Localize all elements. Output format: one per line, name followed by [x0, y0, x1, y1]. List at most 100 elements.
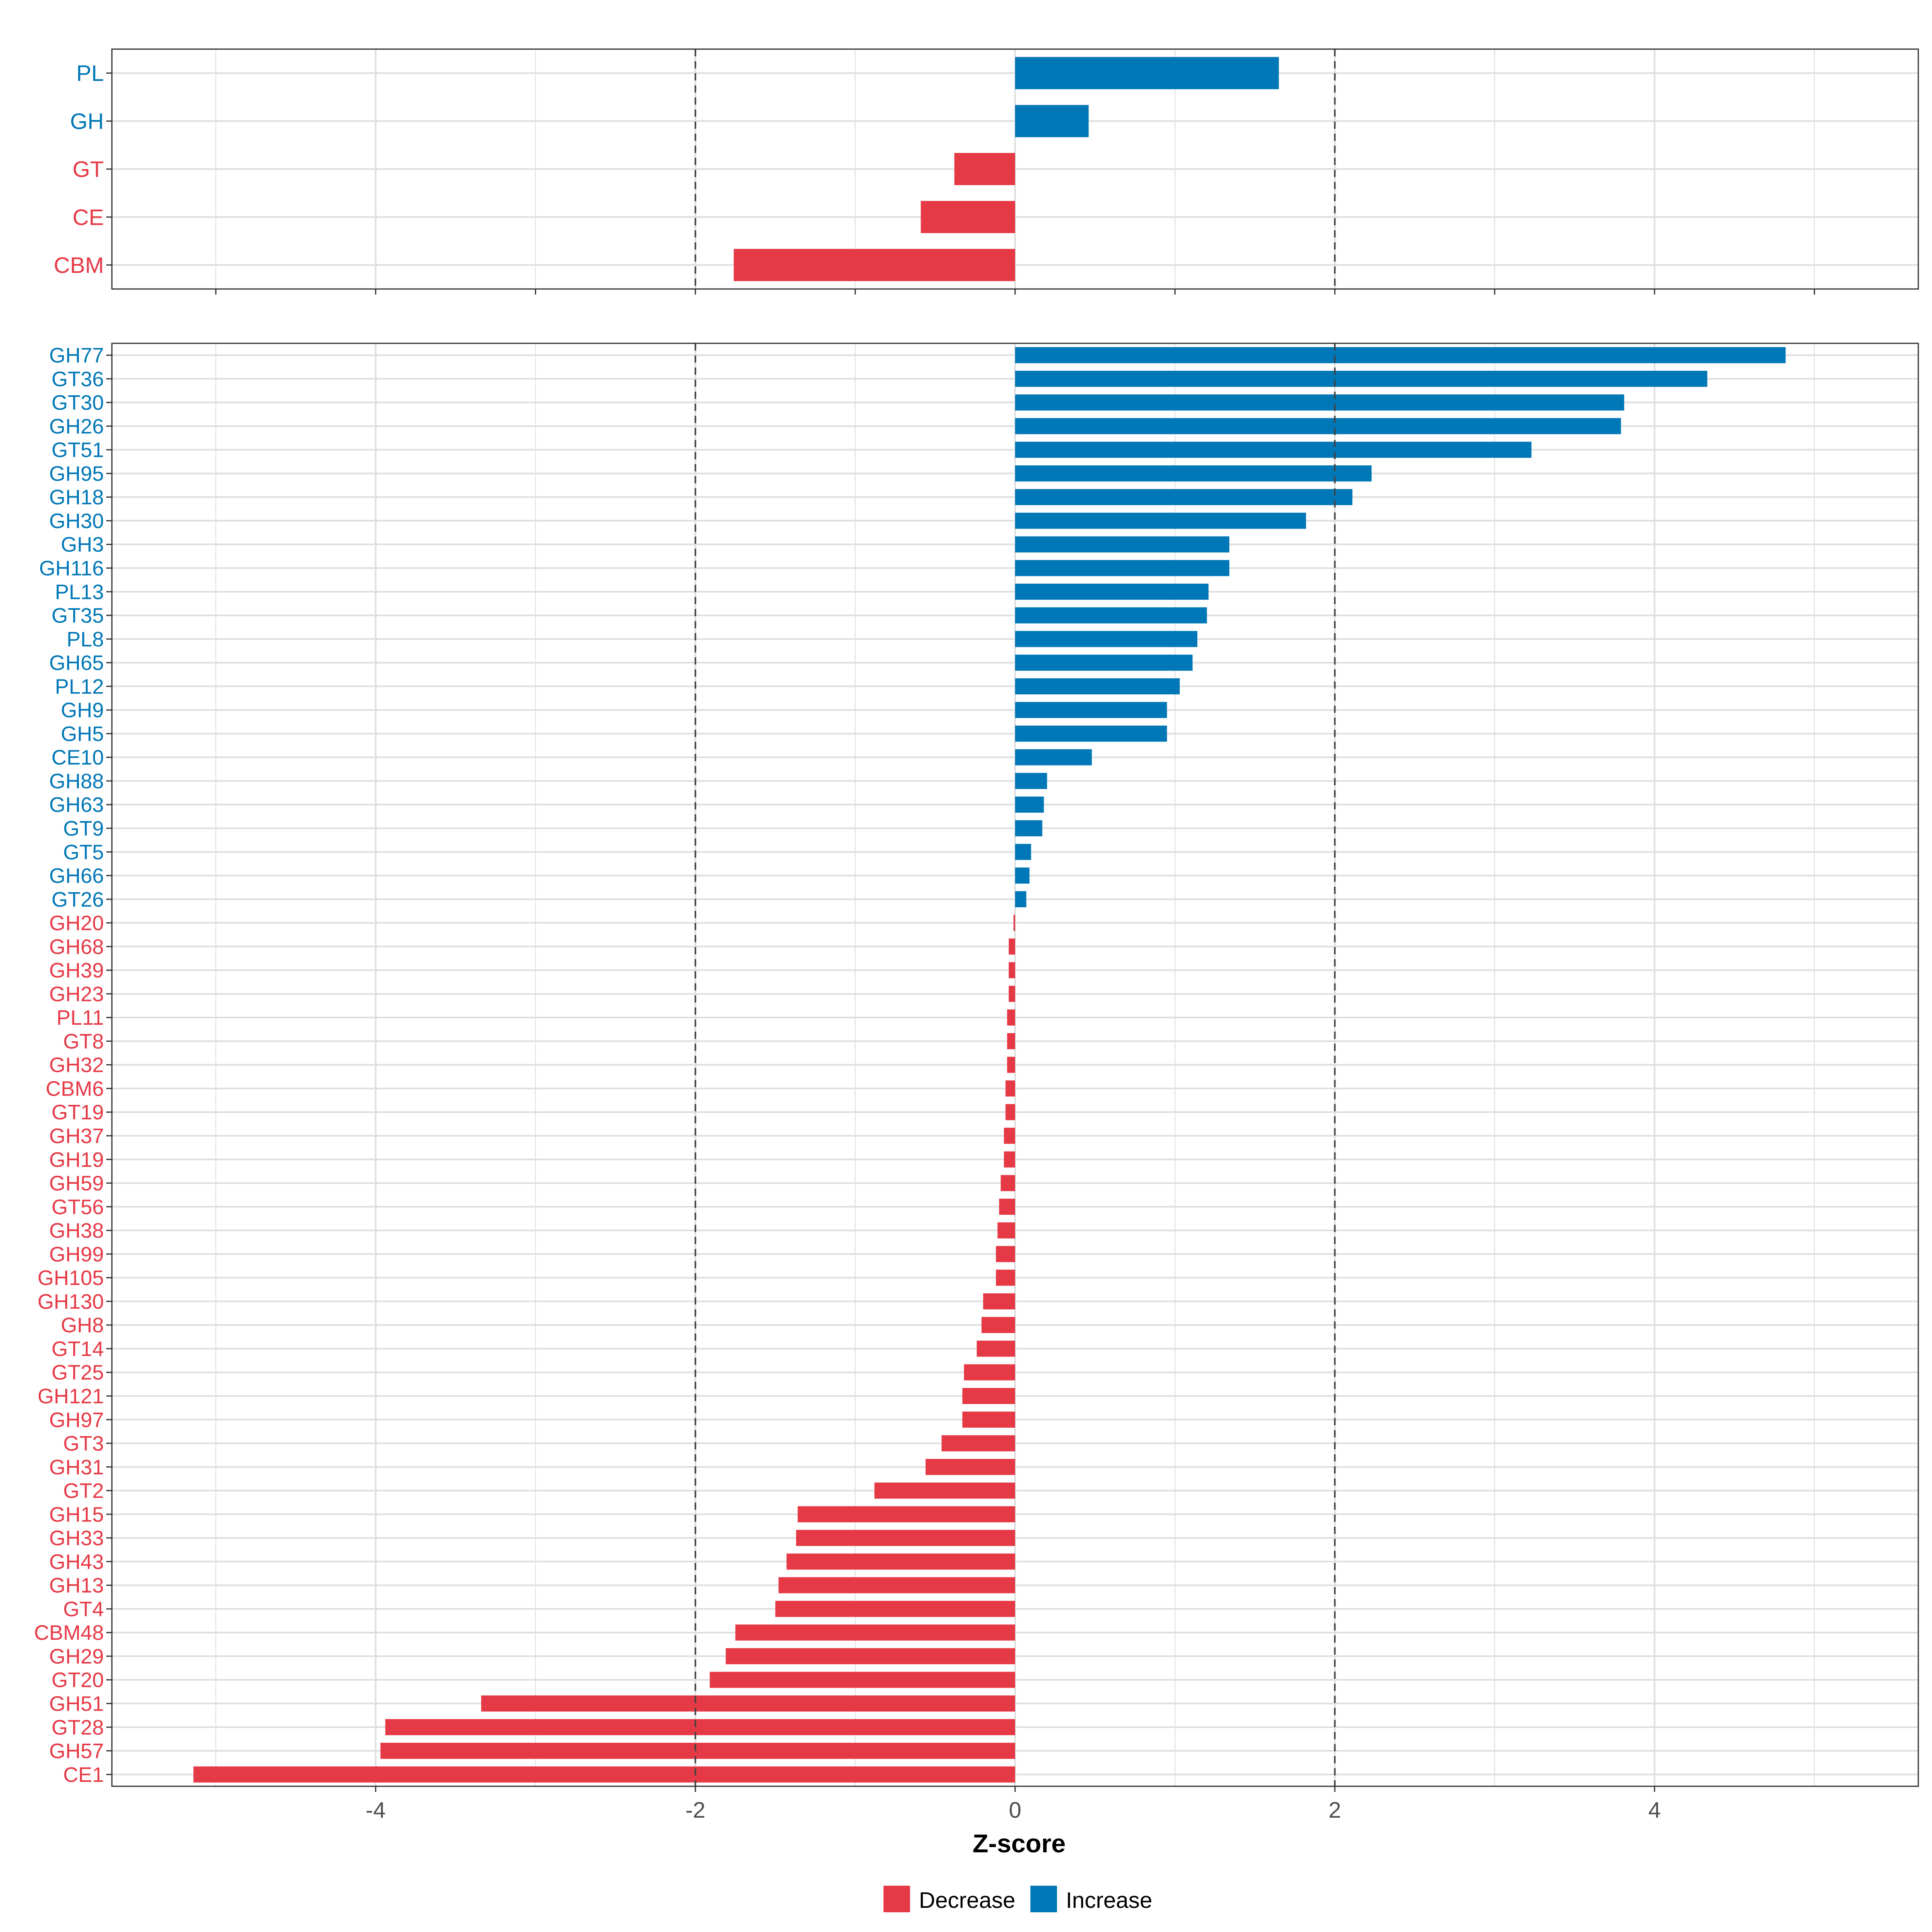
- y-tick-label-ce10: CE10: [52, 746, 104, 770]
- y-tick-label-gh66: GH66: [49, 865, 104, 888]
- y-tick-label-gh18: GH18: [49, 486, 104, 509]
- y-tick-label-gt4: GT4: [63, 1598, 104, 1621]
- y-tick-label-gh23: GH23: [49, 983, 104, 1006]
- bar-gh59: [1001, 1175, 1015, 1191]
- y-tick-label-gh13: GH13: [49, 1574, 104, 1598]
- y-tick-label-pl13: PL13: [55, 580, 104, 604]
- y-tick-label-gh3: GH3: [61, 533, 104, 557]
- bar-gt5: [1015, 844, 1031, 860]
- y-tick-label-ce: CE: [72, 204, 104, 230]
- class-level-panel: PL GH GT CE CBM: [54, 48, 1919, 295]
- bar-gt4: [775, 1601, 1015, 1617]
- bar-ce10: [1015, 749, 1092, 766]
- x-tick-label: 4: [1648, 1797, 1661, 1823]
- y-tick-label-gh8: GH8: [61, 1314, 104, 1337]
- bar-cbm: [733, 249, 1015, 281]
- bar-gh88: [1015, 773, 1047, 789]
- y-tick-label-gh105: GH105: [37, 1267, 104, 1290]
- bar-gh97: [962, 1412, 1015, 1428]
- bar-gh23: [1009, 986, 1015, 1002]
- y-tick-label-gh121: GH121: [37, 1385, 104, 1408]
- bar-ce1: [193, 1766, 1015, 1783]
- x-axis-title: Z-score: [972, 1829, 1065, 1858]
- y-tick-label-pl11: PL11: [56, 1006, 104, 1030]
- family-level-panel: GH77GT36GT30GH26GT51GH95GH18GH30GH3GH116…: [34, 343, 1919, 1823]
- bar-gt19: [1005, 1104, 1015, 1121]
- bar-gh51: [481, 1695, 1015, 1712]
- legend: Decrease Increase: [883, 1886, 1152, 1913]
- y-tick-label-pl12: PL12: [55, 675, 104, 698]
- y-tick-label-gh37: GH37: [49, 1125, 104, 1148]
- y-tick-label-gh88: GH88: [49, 770, 104, 793]
- legend-swatch-decrease: [883, 1886, 910, 1912]
- bar-gh3: [1015, 536, 1230, 553]
- y-tick-label-gh116: GH116: [39, 557, 104, 580]
- y-tick-label-gt26: GT26: [52, 888, 104, 911]
- bar-cbm48: [735, 1624, 1015, 1641]
- y-tick-label-gt2: GT2: [63, 1480, 104, 1503]
- y-tick-label-gt20: GT20: [52, 1669, 104, 1692]
- bar-gh32: [1007, 1057, 1015, 1073]
- y-tick-label-gh65: GH65: [49, 652, 104, 675]
- y-tick-label-gt5: GT5: [63, 841, 104, 864]
- y-tick-label-gt9: GT9: [63, 817, 104, 840]
- bar-gh9: [1015, 702, 1167, 718]
- bar-gt30: [1015, 394, 1624, 411]
- y-tick-label-gh31: GH31: [49, 1456, 104, 1479]
- bar-gt20: [710, 1672, 1015, 1688]
- y-tick-label-gh32: GH32: [49, 1054, 104, 1077]
- y-tick-label-pl: PL: [76, 60, 104, 86]
- y-tick-label-gh15: GH15: [49, 1503, 104, 1526]
- y-tick-label-gt25: GT25: [52, 1361, 104, 1385]
- y-tick-label-ce1: CE1: [63, 1763, 104, 1787]
- bar-gt25: [964, 1364, 1015, 1381]
- bar-gh38: [997, 1222, 1015, 1238]
- y-tick-label-gh77: GH77: [49, 344, 104, 367]
- y-tick-label-gh99: GH99: [49, 1243, 104, 1266]
- y-tick-label-gt19: GT19: [52, 1101, 104, 1124]
- bar-gh: [1015, 105, 1089, 137]
- y-tick-label-gt3: GT3: [63, 1432, 104, 1455]
- y-tick-label-gt28: GT28: [52, 1716, 104, 1739]
- bar-pl: [1015, 57, 1279, 89]
- y-tick-label-gt14: GT14: [52, 1338, 104, 1361]
- y-tick-label-gh29: GH29: [49, 1645, 104, 1668]
- bar-gh130: [983, 1293, 1015, 1310]
- bar-gt14: [976, 1340, 1015, 1357]
- bar-gt3: [941, 1435, 1015, 1451]
- y-tick-label-gh63: GH63: [49, 793, 104, 817]
- bar-pl11: [1007, 1009, 1015, 1026]
- bar-gt8: [1007, 1033, 1015, 1049]
- y-tick-label-gh130: GH130: [37, 1290, 104, 1313]
- y-tick-label-pl8: PL8: [66, 628, 104, 651]
- y-tick-label-gh97: GH97: [49, 1408, 104, 1432]
- bar-gh39: [1009, 962, 1015, 978]
- bar-gh65: [1015, 654, 1193, 671]
- x-tick-label: 2: [1329, 1797, 1341, 1823]
- x-tick-label: -2: [685, 1797, 706, 1823]
- y-tick-label-cbm6: CBM6: [46, 1077, 104, 1100]
- y-tick-label-gh95: GH95: [49, 462, 104, 485]
- bar-gh31: [925, 1459, 1015, 1475]
- y-tick-label-gh30: GH30: [49, 510, 104, 533]
- bar-gh77: [1015, 347, 1786, 363]
- bar-gh66: [1015, 867, 1030, 884]
- bar-gt26: [1015, 891, 1026, 908]
- y-tick-label-gh38: GH38: [49, 1219, 104, 1243]
- y-tick-label-gt: GT: [72, 157, 104, 182]
- legend-swatch-increase: [1030, 1886, 1057, 1912]
- bar-gh63: [1015, 797, 1044, 813]
- y-tick-label-cbm: CBM: [54, 252, 104, 278]
- bar-cbm6: [1005, 1080, 1015, 1097]
- bar-pl13: [1015, 584, 1209, 600]
- x-tick-label: 0: [1009, 1797, 1021, 1823]
- bar-gh95: [1015, 465, 1372, 482]
- bar-gt2: [874, 1482, 1015, 1499]
- y-tick-label-gh19: GH19: [49, 1148, 104, 1172]
- y-tick-label-gh33: GH33: [49, 1527, 104, 1550]
- y-tick-label-gh51: GH51: [49, 1693, 104, 1716]
- bar-gh26: [1015, 418, 1621, 434]
- y-tick-label-gh39: GH39: [49, 959, 104, 983]
- bar-gh13: [778, 1577, 1015, 1593]
